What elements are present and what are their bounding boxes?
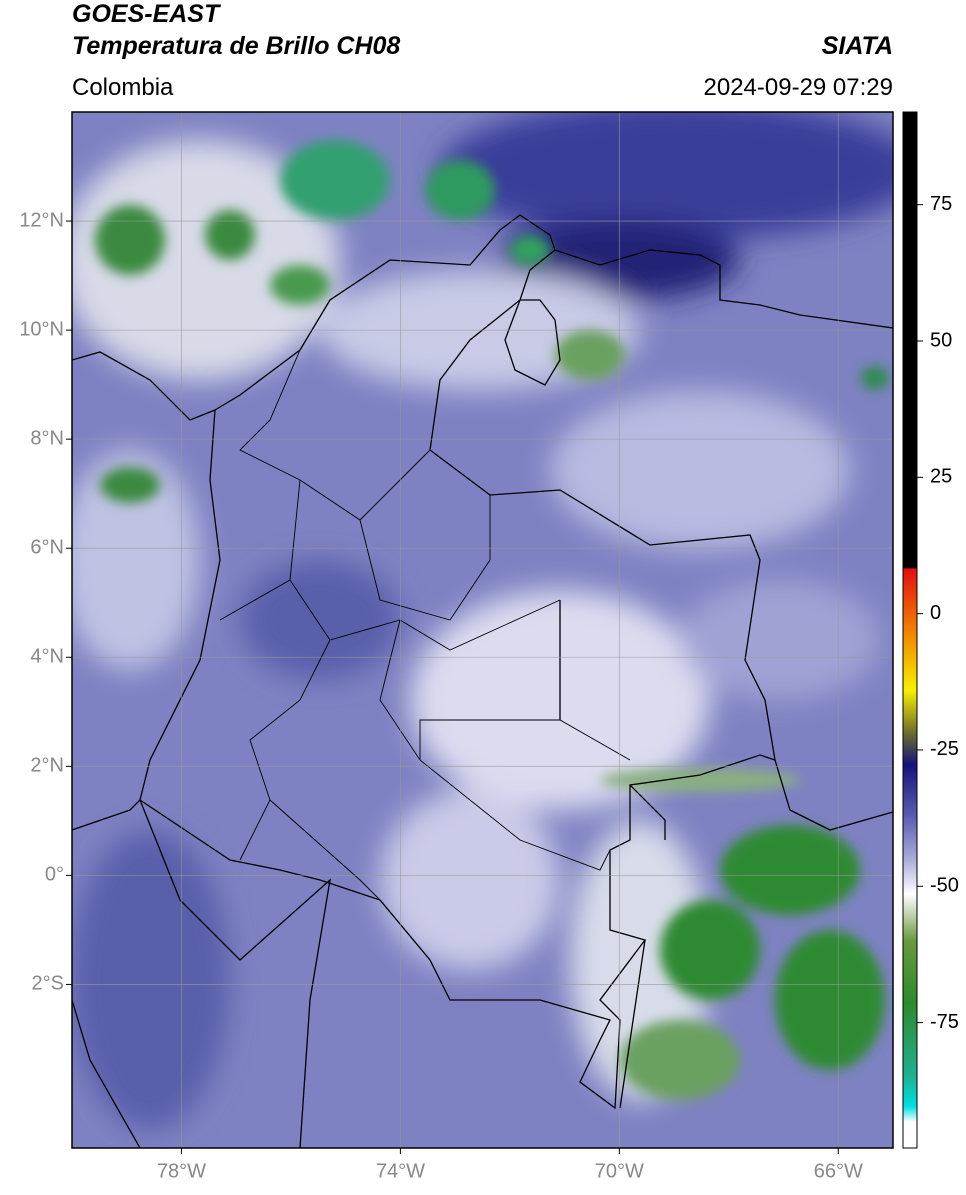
y-tick-label: 2°N (30, 755, 64, 777)
maracaibo (504, 299, 561, 386)
satellite-title: GOES-EAST (72, 0, 222, 28)
source-label: SIATA (822, 32, 893, 60)
y-tick-label: 0° (45, 864, 64, 886)
colombia-border (139, 214, 776, 1110)
grid (72, 112, 893, 1148)
y-tick-label: 8°N (30, 427, 64, 449)
colorbar-tick-label: -75 (930, 1011, 959, 1033)
y-tick-label: 4°N (30, 646, 64, 668)
datetime-label: 2024-09-29 07:29 (704, 74, 894, 101)
colorbar (902, 111, 918, 1149)
ecuador-coast (72, 799, 141, 1148)
y-tick-label: 6°N (30, 536, 64, 558)
colorbar-tick-label: 75 (930, 193, 952, 215)
x-tick-label: 78°W (157, 1160, 206, 1182)
colorbar-tick-label: 0 (930, 602, 941, 624)
x-tick-label: 70°W (595, 1160, 644, 1182)
panama-coast (72, 351, 216, 421)
y-tick-label: 10°N (19, 318, 64, 340)
colorbar-tick-label: 50 (930, 329, 952, 351)
department-borders (219, 349, 631, 901)
y-tick-label: 12°N (19, 209, 64, 231)
satellite-image (72, 112, 893, 1148)
colorbar-tick-label: 25 (930, 466, 952, 488)
map-frame (71, 111, 894, 1149)
colorbar-tick-label: -50 (930, 875, 959, 897)
product-title: Temperatura de Brillo CH08 (72, 32, 400, 60)
venezuela-coast (554, 249, 893, 329)
y-tick-label: 2°S (32, 973, 64, 995)
region-label: Colombia (72, 74, 174, 101)
other-borders (559, 600, 893, 1109)
colorbar-tick-label: -25 (930, 738, 959, 760)
x-tick-label: 74°W (376, 1160, 425, 1182)
x-tick-label: 66°W (814, 1160, 863, 1182)
ecuador-border (139, 799, 331, 1148)
